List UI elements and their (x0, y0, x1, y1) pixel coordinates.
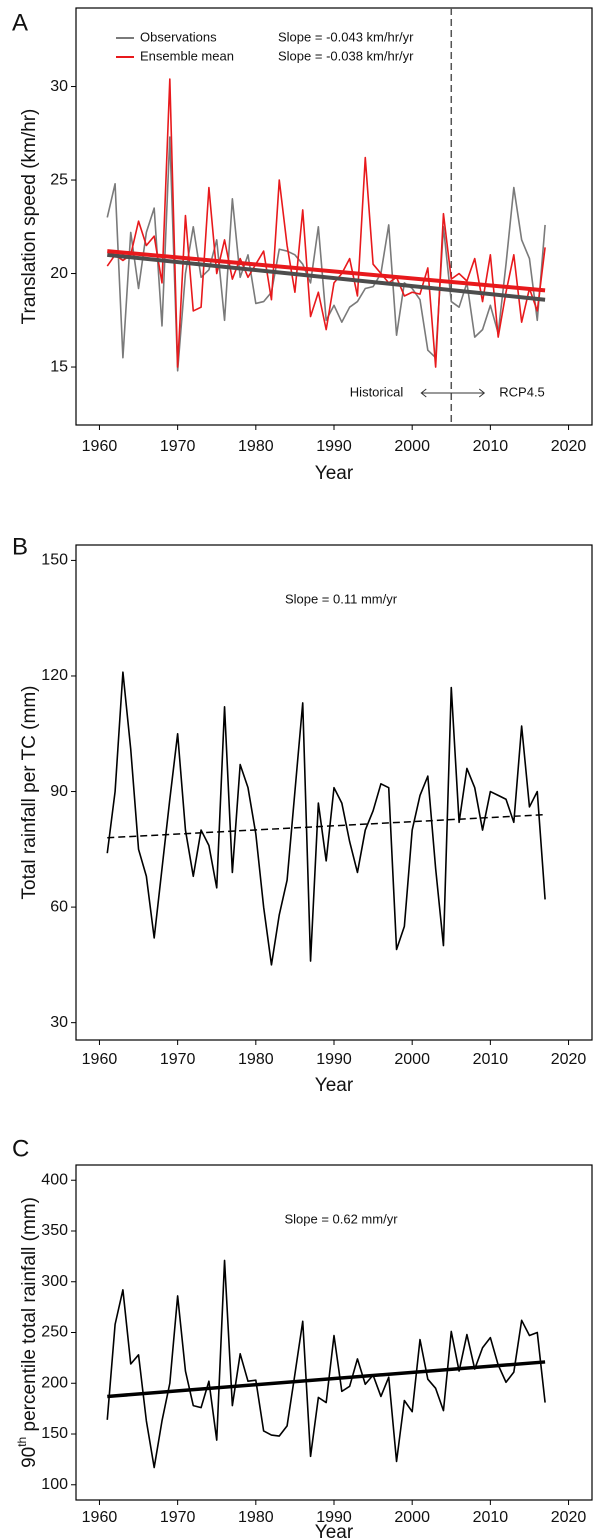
x-tick-label: 2000 (394, 1509, 430, 1526)
legend-label: Ensemble mean (140, 48, 234, 63)
panel-label: B (12, 533, 28, 560)
y-tick-label: 90 (50, 783, 68, 800)
x-tick-label: 1960 (82, 1051, 118, 1068)
x-tick-label: 2010 (473, 1509, 509, 1526)
panel-label: C (12, 1135, 29, 1162)
annotation: RCP4.5 (499, 384, 545, 399)
x-tick-label: 2020 (551, 1051, 587, 1068)
legend-slope: Slope = -0.043 km/hr/yr (278, 29, 414, 44)
trend-line (107, 813, 546, 839)
y-tick-label: 300 (41, 1273, 68, 1290)
arrow (420, 388, 486, 398)
y-tick-label: 150 (41, 1425, 68, 1442)
annotation: Historical (350, 384, 404, 399)
x-tick-label: 2010 (473, 438, 509, 455)
y-tick-label: 150 (41, 552, 68, 569)
x-tick-label: 1960 (82, 1509, 118, 1526)
y-tick-label: 25 (50, 171, 68, 188)
x-tick-label: 1970 (160, 1509, 196, 1526)
slope-annotation: Slope = 0.62 mm/yr (284, 1211, 398, 1226)
x-tick-label: 2010 (473, 1051, 509, 1068)
x-tick-label: 1980 (238, 1509, 274, 1526)
trend-line (107, 252, 546, 302)
legend-label: Observations (140, 29, 217, 44)
y-tick-label: 30 (50, 78, 68, 95)
x-tick-label: 2020 (551, 438, 587, 455)
x-tick-label: 2000 (394, 438, 430, 455)
y-tick-label: 350 (41, 1222, 68, 1239)
x-axis-label: Year (315, 1522, 354, 1540)
y-tick-label: 120 (41, 667, 68, 684)
plot-frame (75, 7, 593, 426)
y-tick-label: 100 (41, 1476, 68, 1493)
trend-line (107, 1360, 546, 1399)
x-tick-label: 2020 (551, 1509, 587, 1526)
y-tick-label: 60 (50, 898, 68, 915)
x-tick-label: 1980 (238, 438, 274, 455)
x-axis-label: Year (315, 463, 354, 484)
y-axis-label: Translation speed (km/hr) (19, 109, 40, 325)
slope-annotation: Slope = 0.11 mm/yr (285, 591, 398, 606)
x-tick-label: 1970 (160, 1051, 196, 1068)
y-tick-label: 15 (50, 358, 68, 375)
x-axis-label: Year (315, 1075, 354, 1096)
series-line (106, 1259, 546, 1469)
y-tick-label: 20 (50, 265, 68, 282)
y-axis-label-part: percentile total rainfall (mm) (19, 1197, 40, 1437)
y-axis-label-part: 90 (19, 1447, 40, 1468)
trend-line (107, 249, 546, 293)
x-tick-label: 1980 (238, 1051, 274, 1068)
series-line (106, 78, 546, 368)
y-tick-label: 200 (41, 1374, 68, 1391)
series-line (106, 671, 546, 966)
y-axis-label: Total rainfall per TC (mm) (19, 686, 40, 900)
x-tick-label: 1960 (82, 438, 118, 455)
series-line (106, 136, 546, 372)
x-tick-label: 1990 (316, 1509, 352, 1526)
x-tick-label: 1990 (316, 438, 352, 455)
y-tick-label: 250 (41, 1324, 68, 1341)
x-tick-label: 1990 (316, 1051, 352, 1068)
y-axis-label: 90th percentile total rainfall (mm) (15, 1197, 40, 1468)
y-axis-label-part: th (15, 1437, 29, 1447)
x-tick-label: 1970 (160, 438, 196, 455)
legend-slope: Slope = -0.038 km/hr/yr (278, 48, 414, 63)
panel-label: A (12, 9, 28, 36)
y-tick-label: 400 (41, 1171, 68, 1188)
x-tick-label: 2000 (394, 1051, 430, 1068)
y-tick-label: 30 (50, 1014, 68, 1031)
